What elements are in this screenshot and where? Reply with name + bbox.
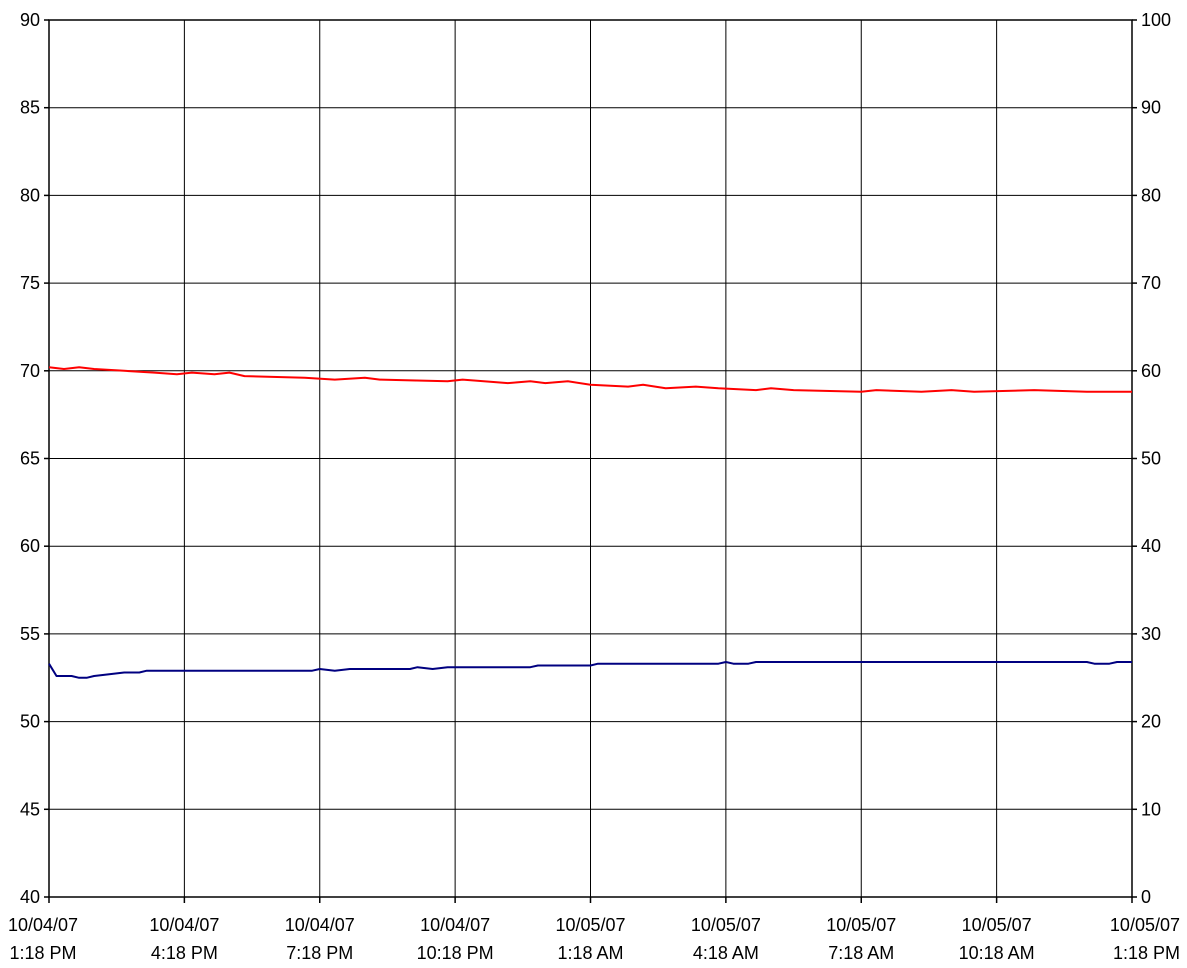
y-right-tick-label: 90 [1141,98,1161,118]
series-line-2 [48,661,1132,679]
x-tick-label-date: 10/04/07 [149,915,219,935]
y-right-tick-label: 20 [1141,712,1161,732]
x-tick-label-date: 10/05/07 [691,915,761,935]
y-left-tick-label: 60 [20,536,40,556]
x-tick-label-date: 10/05/07 [962,915,1032,935]
y-axis-left: 90 85 80 75 70 65 60 55 50 45 40 [20,10,49,907]
y-left-tick-label: 75 [20,273,40,293]
y-left-tick-label: 50 [20,712,40,732]
y-left-tick-label: 45 [20,799,40,819]
y-left-tick-label: 65 [20,449,40,469]
y-left-tick-label: 80 [20,185,40,205]
y-left-tick-label: 40 [20,887,40,907]
x-tick-label-time: 4:18 AM [693,943,759,963]
y-right-tick-label: 10 [1141,799,1161,819]
y-right-tick-label: 80 [1141,185,1161,205]
y-right-tick-label: 60 [1141,361,1161,381]
x-tick-label-date: 10/05/07 [826,915,896,935]
y-left-tick-label: 70 [20,361,40,381]
y-left-tick-label: 55 [20,624,40,644]
x-tick-label-time: 1:18 PM [1113,943,1180,963]
x-tick-label-date: 10/05/07 [555,915,625,935]
x-tick-label-time: 1:18 PM [9,943,76,963]
y-left-tick-label: 90 [20,10,40,30]
series-line-1 [48,366,1132,393]
grid-lines [49,20,1132,897]
x-tick-label-time: 4:18 PM [151,943,218,963]
x-tick-label-date: 10/05/07 [1110,915,1180,935]
y-right-tick-label: 100 [1141,10,1171,30]
y-right-tick-label: 30 [1141,624,1161,644]
x-tick-label-date: 10/04/07 [8,915,78,935]
y-right-tick-label: 0 [1141,887,1151,907]
x-tick-label-time: 7:18 AM [828,943,894,963]
x-tick-label-time: 10:18 AM [959,943,1035,963]
x-tick-label-date: 10/04/07 [285,915,355,935]
series-lines [48,366,1132,679]
x-tick-label-time: 7:18 PM [286,943,353,963]
x-axis: 10/04/07 1:18 PM 10/04/07 4:18 PM 10/04/07 7:… [8,897,1180,963]
y-right-tick-label: 70 [1141,273,1161,293]
y-left-tick-label: 85 [20,98,40,118]
x-tick-label-date: 10/04/07 [420,915,490,935]
y-right-tick-label: 50 [1141,449,1161,469]
x-tick-label-time: 1:18 AM [557,943,623,963]
x-tick-label-time: 10:18 PM [417,943,494,963]
y-right-tick-label: 40 [1141,536,1161,556]
